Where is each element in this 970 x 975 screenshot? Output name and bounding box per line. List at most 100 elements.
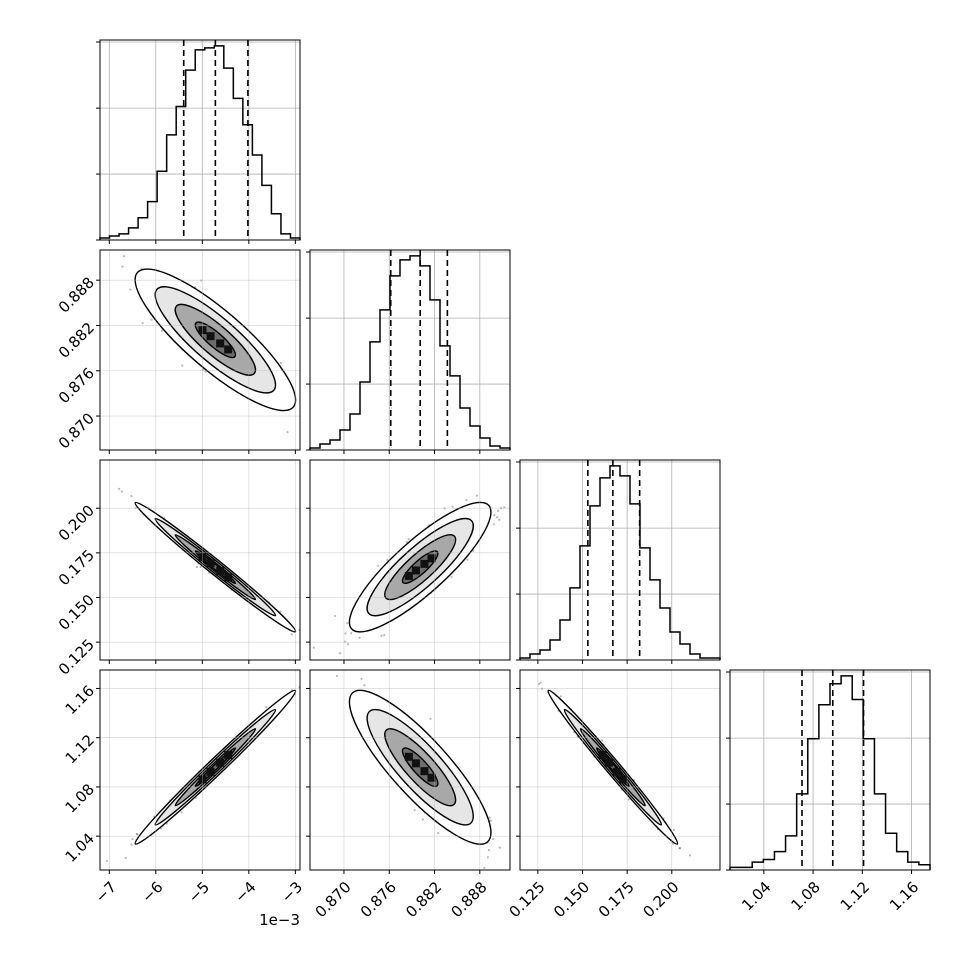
y-tick-label: 0.125 <box>55 635 98 678</box>
density-cell <box>619 775 628 784</box>
scatter-point <box>358 636 361 639</box>
scatter-point <box>108 874 110 876</box>
scatter-point <box>312 646 315 649</box>
scatter-point <box>407 538 410 541</box>
x-tick-label: 0.870 <box>312 878 355 921</box>
scatter-panel-2-3 <box>516 669 721 874</box>
scatter-point <box>450 575 453 578</box>
density-cell <box>216 566 225 575</box>
scatter-point <box>181 364 184 367</box>
scatter-point <box>492 523 496 526</box>
scatter-point <box>150 318 153 321</box>
y-tick-label: 0.870 <box>55 409 98 452</box>
scatter-point <box>120 490 123 493</box>
x-tick-label: 0.150 <box>550 878 593 921</box>
scatter-point <box>380 634 383 637</box>
x-tick-label: −5 <box>185 878 213 906</box>
scatter-point <box>290 633 293 636</box>
scatter-point <box>118 487 121 490</box>
density-cell <box>206 332 215 341</box>
hist-panel-0 <box>96 39 301 244</box>
scatter-point <box>487 848 491 852</box>
scatter-point <box>121 265 124 268</box>
y-tick-label: 1.12 <box>62 731 98 767</box>
scatter-point <box>678 847 682 850</box>
scatter-point <box>346 643 350 646</box>
density-cell <box>411 566 420 575</box>
scatter-point <box>377 564 380 567</box>
scatter-point <box>199 565 202 569</box>
density-cell <box>427 554 436 563</box>
panel-bg <box>100 40 300 240</box>
scatter-point <box>678 847 681 850</box>
hist-panel-2 <box>516 459 721 664</box>
scatter-panel-0-3 <box>96 669 304 876</box>
scatter-point <box>465 498 468 502</box>
density-cell <box>206 767 215 776</box>
density-cell <box>216 758 225 767</box>
scatter-point <box>694 871 696 873</box>
scatter-point <box>475 494 478 497</box>
y-tick-label: 1.04 <box>62 829 98 865</box>
x-tick-label: 1.08 <box>787 878 823 914</box>
density-cell <box>206 559 215 568</box>
panel-frame <box>519 669 721 871</box>
density-cell <box>598 751 607 760</box>
scatter-point <box>339 652 342 655</box>
scatter-point <box>302 686 304 688</box>
density-cell <box>224 573 233 582</box>
scatter-point <box>496 509 500 512</box>
scatter-point <box>105 860 108 863</box>
density-cell <box>216 339 225 348</box>
x-tick-label: 0.175 <box>595 878 638 921</box>
scatter-point <box>344 632 347 635</box>
x-tick-label: 0.125 <box>506 878 549 921</box>
scatter-point <box>466 558 469 561</box>
histogram-step <box>729 675 931 870</box>
density-cell <box>224 345 233 354</box>
scatter-point <box>141 322 144 325</box>
x-tick-label: 0.876 <box>357 878 400 921</box>
scatter-point <box>601 739 604 742</box>
density-cell <box>420 767 429 776</box>
scatter-point <box>513 869 515 871</box>
scatter-point <box>493 514 496 517</box>
scatter-point <box>537 682 540 686</box>
scatter-point <box>160 329 164 332</box>
scatter-point <box>363 684 366 687</box>
scatter-point <box>335 674 339 678</box>
x-offset-text: 1e−3 <box>259 911 300 929</box>
x-tick-label: 0.882 <box>402 878 445 921</box>
scatter-point <box>134 506 137 510</box>
scatter-point <box>286 430 289 434</box>
scatter-point <box>279 361 283 365</box>
scatter-point <box>688 854 692 857</box>
scatter-point <box>265 705 268 709</box>
hist-panel-3 <box>726 669 931 874</box>
panel-bg <box>310 250 510 450</box>
scatter-point <box>627 798 630 801</box>
scatter-point <box>303 410 305 412</box>
scatter-panel-0-1 <box>96 249 305 454</box>
y-tick-label: 0.150 <box>55 591 98 634</box>
scatter-point <box>386 558 389 562</box>
x-tick-label: −3 <box>278 878 306 906</box>
density-cell <box>604 758 613 767</box>
y-tick-label: 0.888 <box>55 273 98 316</box>
density-cell <box>612 767 621 776</box>
scatter-point <box>488 816 491 819</box>
scatter-point <box>360 677 363 680</box>
scatter-point <box>124 856 127 860</box>
scatter-point <box>451 505 454 508</box>
x-tick-label: 1.16 <box>886 878 922 914</box>
panel-frame <box>309 249 511 451</box>
panel-frame <box>99 249 301 451</box>
scatter-point <box>429 717 432 720</box>
scatter-point <box>195 566 199 569</box>
histogram-step <box>99 45 301 240</box>
scatter-point <box>489 819 492 822</box>
scatter-point <box>671 842 674 845</box>
scatter-point <box>421 818 424 821</box>
